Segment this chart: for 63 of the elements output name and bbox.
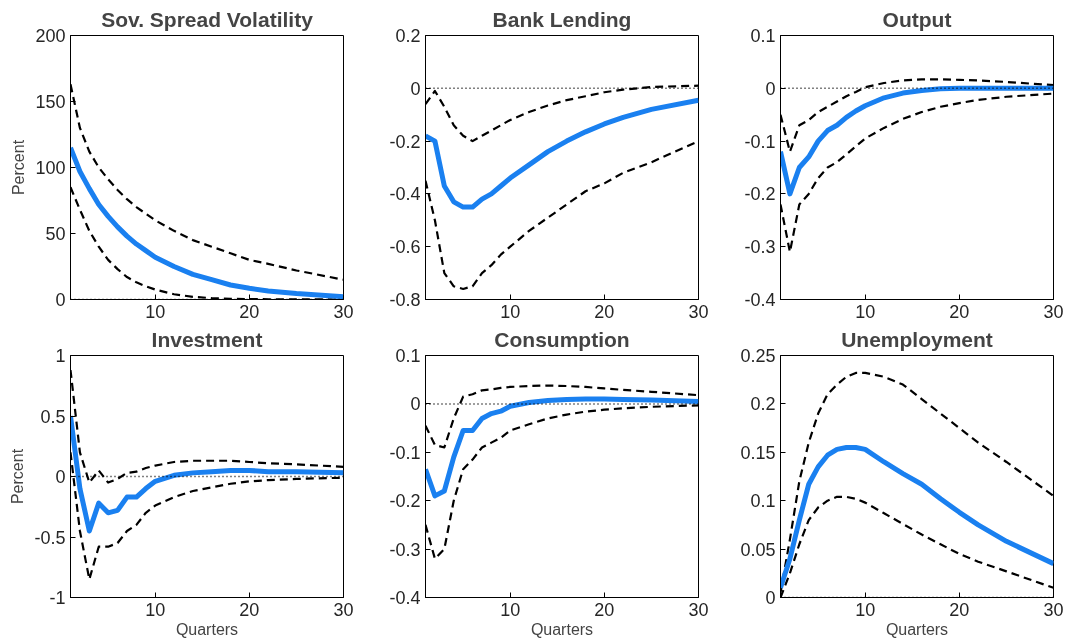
x-tick-label: 10 bbox=[855, 599, 876, 620]
x-tick-label: 10 bbox=[500, 301, 521, 322]
y-tick-label: 0.2 bbox=[750, 394, 776, 415]
y-tick-label: -0.1 bbox=[744, 131, 776, 152]
y-tick-label: 0 bbox=[765, 588, 776, 608]
y-tick-label: -0.3 bbox=[389, 539, 421, 560]
x-axis-title: Quarters bbox=[885, 620, 949, 638]
x-tick-label: 30 bbox=[1043, 301, 1064, 322]
y-tick-label: -1 bbox=[49, 588, 66, 608]
y-tick-label: -0.2 bbox=[389, 131, 421, 152]
y-axis-title: Percent bbox=[10, 139, 28, 196]
x-tick-label: 20 bbox=[239, 599, 260, 620]
y-tick-label: 0.25 bbox=[740, 346, 776, 366]
y-tick-label: -0.2 bbox=[389, 491, 421, 512]
y-tick-label: -0.1 bbox=[389, 442, 421, 463]
chart-title: Output bbox=[882, 7, 952, 31]
chart-title: Sov. Spread Volatility bbox=[101, 7, 314, 31]
x-tick-label: 30 bbox=[333, 599, 354, 620]
y-tick-label: 0 bbox=[55, 290, 66, 310]
y-tick-label: -0.2 bbox=[744, 184, 776, 205]
y-tick-label: 0.15 bbox=[740, 442, 776, 463]
y-tick-label: 0.2 bbox=[395, 26, 421, 46]
x-axis-title: Quarters bbox=[175, 620, 239, 638]
y-tick-label: 0 bbox=[765, 78, 776, 99]
chart-title: Investment bbox=[151, 327, 263, 351]
y-tick-label: 0 bbox=[410, 394, 421, 415]
y-tick-label: -0.4 bbox=[744, 290, 776, 310]
y-tick-label: 0.1 bbox=[395, 346, 421, 366]
x-tick-label: 30 bbox=[1043, 599, 1064, 620]
y-tick-label: -0.4 bbox=[389, 588, 421, 608]
y-tick-label: 200 bbox=[35, 26, 66, 46]
x-tick-label: 10 bbox=[500, 599, 521, 620]
y-tick-label: 0.1 bbox=[750, 491, 776, 512]
x-tick-label: 20 bbox=[949, 599, 970, 620]
chart-title: Bank Lending bbox=[492, 7, 632, 31]
y-tick-label: -0.5 bbox=[34, 527, 66, 548]
y-tick-label: 1 bbox=[55, 346, 66, 366]
y-axis-title: Percent bbox=[9, 448, 27, 505]
x-tick-label: 10 bbox=[145, 301, 166, 322]
y-tick-label: 100 bbox=[35, 158, 66, 178]
x-tick-label: 30 bbox=[688, 599, 709, 620]
y-tick-label: 0.05 bbox=[740, 539, 776, 560]
x-tick-label: 20 bbox=[949, 301, 970, 322]
y-tick-label: -0.4 bbox=[389, 184, 421, 205]
x-tick-label: 30 bbox=[688, 301, 709, 322]
x-axis-title: Quarters bbox=[530, 620, 594, 638]
y-tick-label: -0.6 bbox=[389, 237, 421, 258]
x-tick-label: 20 bbox=[594, 599, 615, 620]
y-tick-label: 150 bbox=[35, 92, 66, 112]
x-tick-label: 10 bbox=[855, 301, 876, 322]
y-tick-label: 50 bbox=[45, 224, 66, 244]
y-tick-label: -0.8 bbox=[389, 290, 421, 310]
y-tick-label: 0 bbox=[55, 467, 66, 487]
chart-title: Consumption bbox=[494, 327, 630, 351]
x-tick-label: 10 bbox=[145, 599, 166, 620]
y-tick-label: 0.5 bbox=[40, 406, 66, 427]
chart-title: Unemployment bbox=[841, 327, 993, 351]
y-tick-label: -0.3 bbox=[744, 237, 776, 258]
x-tick-label: 20 bbox=[594, 301, 615, 322]
x-tick-label: 30 bbox=[333, 301, 354, 322]
y-tick-label: 0.1 bbox=[750, 26, 776, 46]
x-tick-label: 20 bbox=[239, 301, 260, 322]
y-tick-label: 0 bbox=[410, 78, 421, 99]
